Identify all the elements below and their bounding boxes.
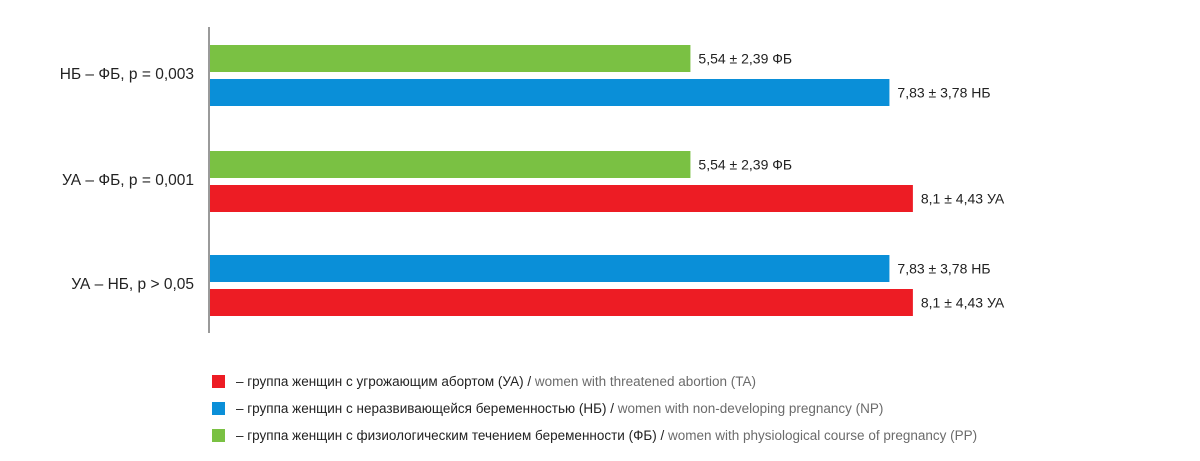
legend-label-en: women with physiological course of pregn… (667, 428, 978, 443)
group-label: НБ – ФБ, p = 0,003 (60, 66, 194, 83)
legend-separator: / (523, 374, 535, 389)
legend-swatch-fb (212, 429, 225, 442)
bar-value-label: 8,1 ± 4,43 УА (921, 191, 1005, 207)
legend-item-nb: – группа женщин с неразвивающейся береме… (212, 400, 977, 417)
bar-value-label: 8,1 ± 4,43 УА (921, 295, 1005, 311)
legend-label-ru: – группа женщин с физиологическим течени… (236, 428, 657, 443)
bar (209, 255, 890, 282)
bar (209, 151, 691, 178)
legend-item-fb: – группа женщин с физиологическим течени… (212, 427, 977, 444)
legend-swatch-ua (212, 375, 225, 388)
legend-label-ru: – группа женщин с угрожающим абортом (УА… (236, 374, 524, 389)
bar (209, 185, 913, 212)
bar-value-label: 5,54 ± 2,39 ФБ (698, 157, 792, 173)
legend-item-ua: – группа женщин с угрожающим абортом (УА… (212, 373, 977, 390)
group-label: УА – ФБ, p = 0,001 (62, 172, 194, 189)
bar-value-label: 5,54 ± 2,39 ФБ (698, 51, 792, 67)
bar-value-label: 7,83 ± 3,78 НБ (897, 85, 990, 101)
legend-swatch-nb (212, 402, 225, 415)
bar (209, 289, 913, 316)
legend: – группа женщин с угрожающим абортом (УА… (212, 373, 977, 454)
legend-separator: / (656, 428, 668, 443)
legend-label-ru: – группа женщин с неразвивающейся береме… (236, 401, 607, 416)
legend-label-en: women with non-developing pregnancy (NP) (617, 401, 884, 416)
group-label: УА – НБ, p > 0,05 (71, 276, 194, 293)
bar (209, 45, 691, 72)
bar-value-label: 7,83 ± 3,78 НБ (897, 261, 990, 277)
bar-chart: 5,54 ± 2,39 ФБ 7,83 ± 3,78 НБ НБ – ФБ, p =… (60, 27, 1005, 333)
bar (209, 79, 890, 106)
legend-label-en: women with threatened abortion (TA) (534, 374, 756, 389)
legend-separator: / (606, 401, 618, 416)
